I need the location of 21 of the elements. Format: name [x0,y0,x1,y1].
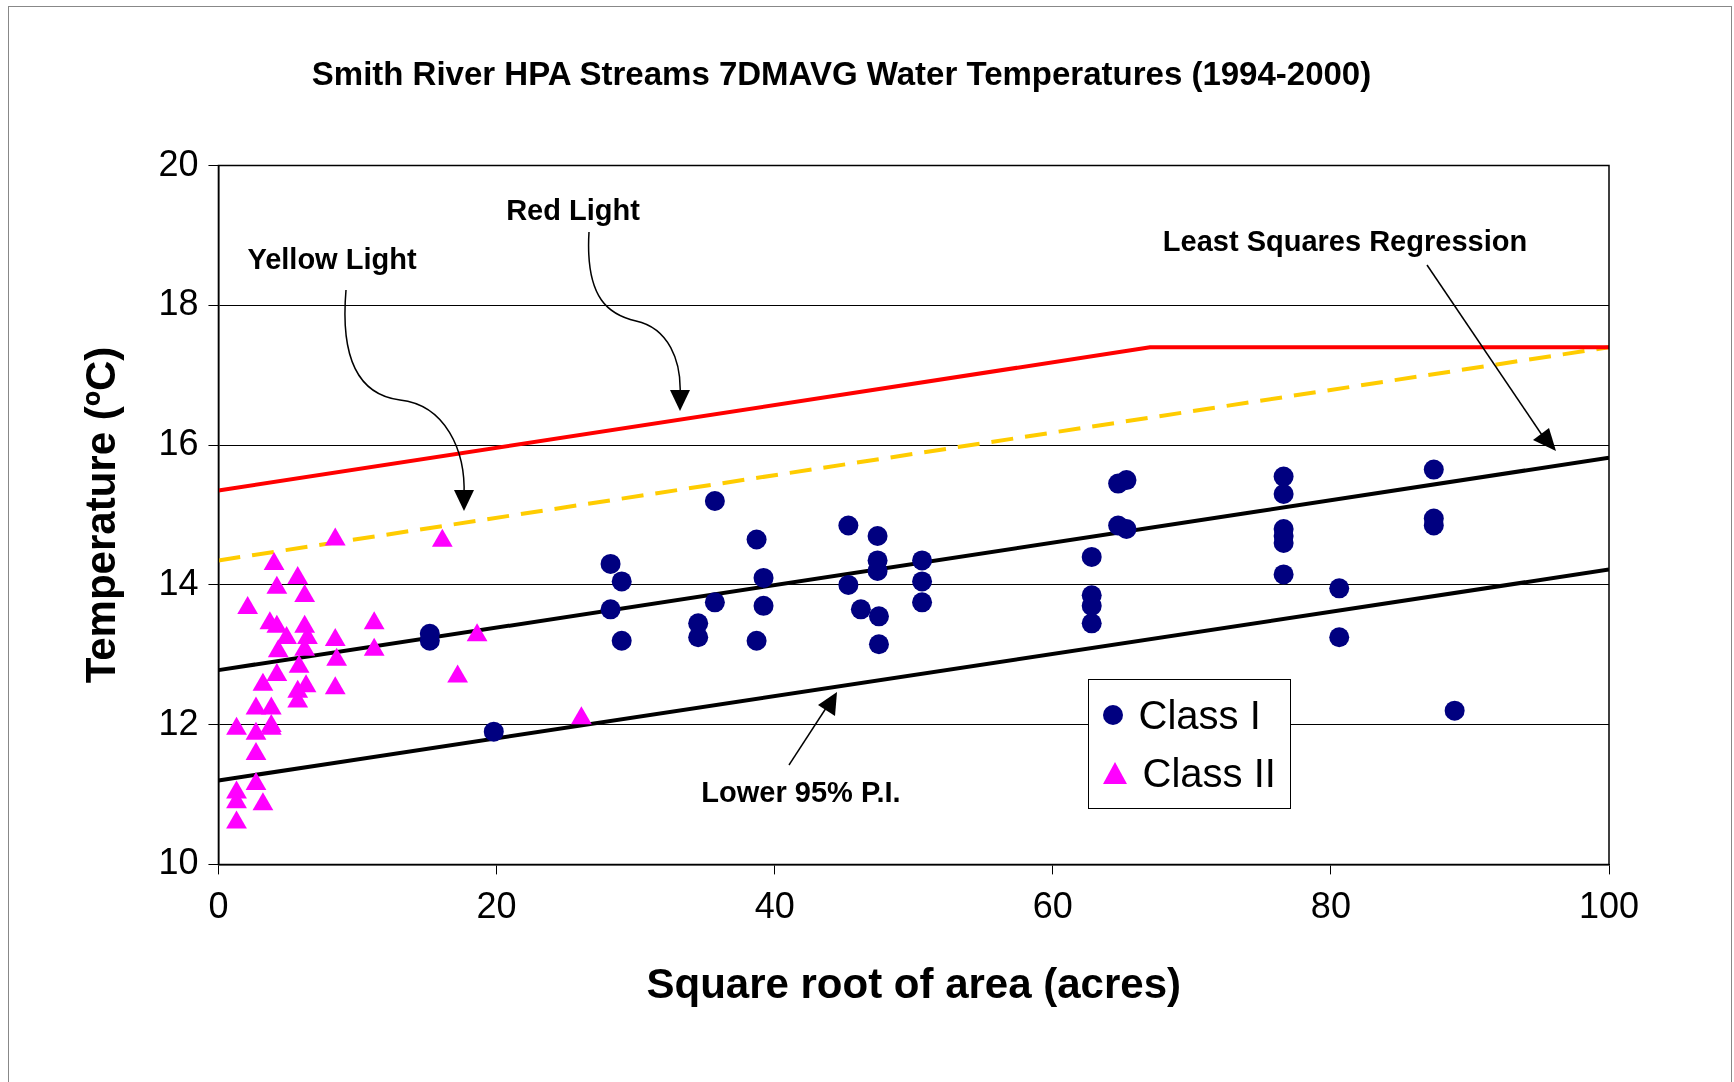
y-tick-label: 14 [158,561,199,603]
x-tick-label: 40 [754,884,795,926]
annotation: Yellow Light [247,242,417,276]
chart-title: Smith River HPA Streams 7DMAVG Water Temperatures (1994-2000) [311,54,1372,92]
legend-label: Class I [1138,692,1261,740]
y-tick-label: 16 [158,422,199,464]
x-tick-label: 80 [1310,884,1351,926]
x-tick-label: 100 [1578,884,1640,926]
y-tick-label: 10 [158,841,199,883]
y-tick-label: 12 [158,701,199,743]
annotation: Red Light [506,193,640,227]
y-tick-label: 20 [158,142,199,184]
y-axis-title: Temperature (ºC) [76,346,124,684]
annotation: Least Squares Regression [1162,224,1528,258]
x-tick-label: 60 [1032,884,1073,926]
legend-label: Class II [1142,750,1276,798]
annotation: Lower 95% P.I. [701,775,901,809]
x-tick-label: 0 [208,884,229,926]
y-tick-label: 18 [158,282,199,324]
x-tick-label: 20 [476,884,517,926]
x-axis-title: Square root of area (acres) [646,960,1181,1008]
